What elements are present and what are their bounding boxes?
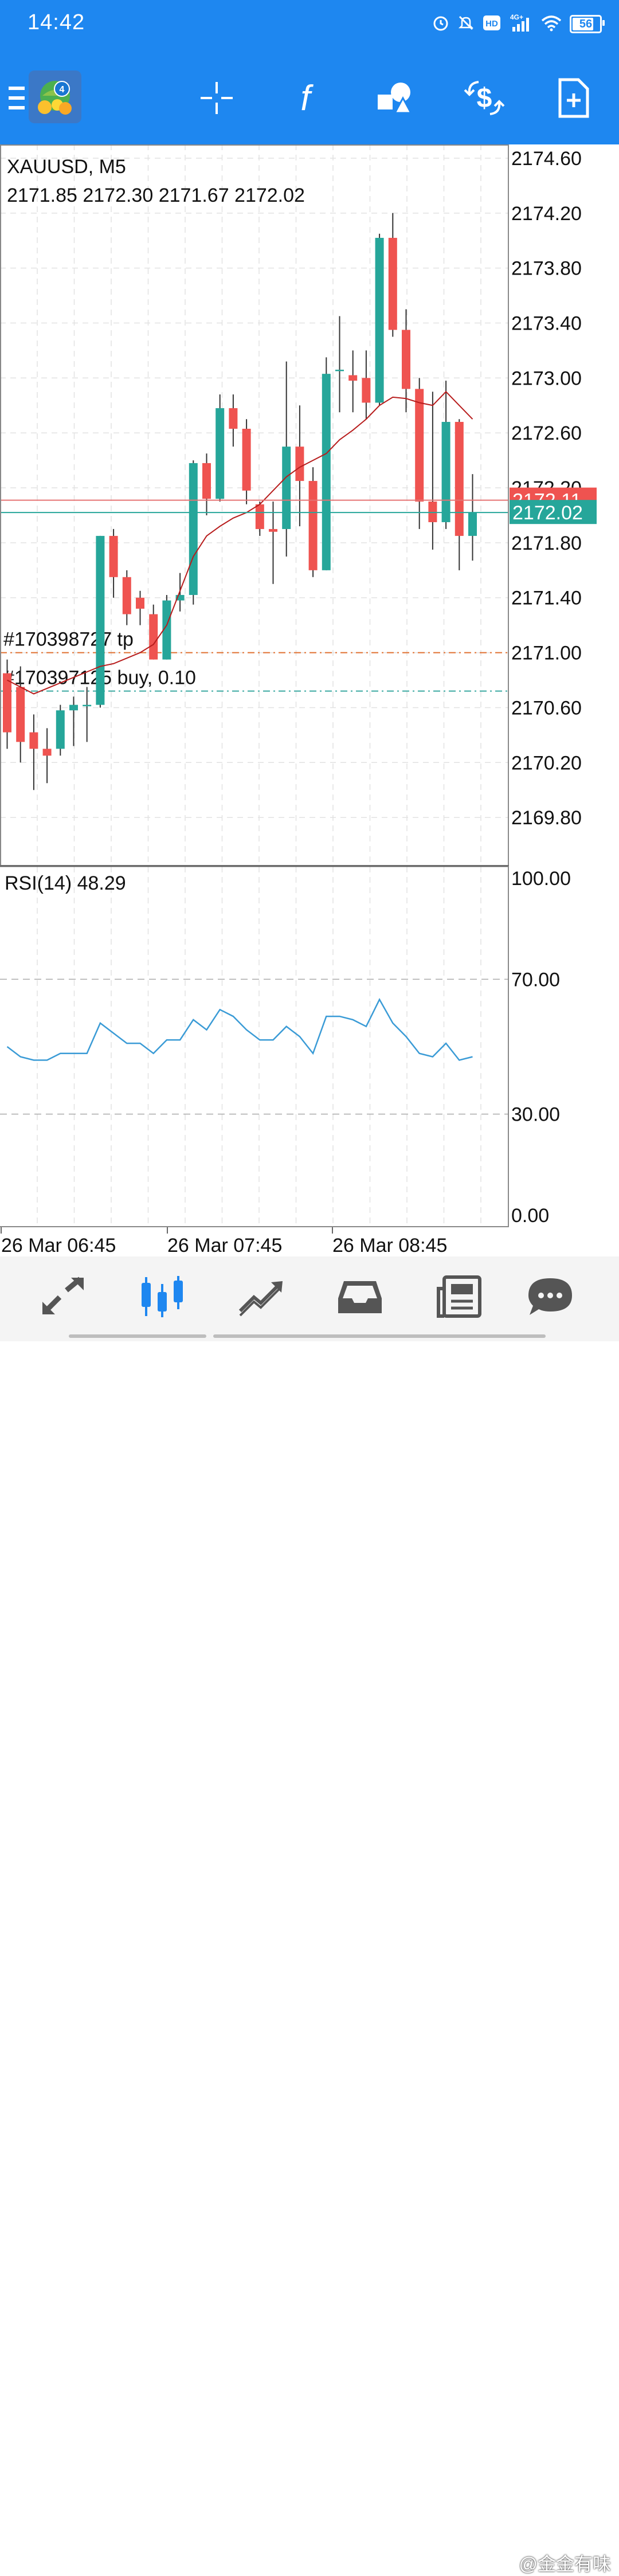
candle-body (308, 481, 318, 570)
news-icon[interactable] (428, 1268, 491, 1325)
candle-body (402, 330, 410, 389)
candle-body (109, 535, 118, 577)
x-tick-label: 26 Mar 08:45 (332, 1235, 447, 1256)
candle-body (162, 600, 171, 660)
battery-icon: 56 (570, 15, 605, 33)
candle-body (149, 614, 158, 660)
svg-text:4: 4 (60, 85, 65, 95)
svg-text:$: $ (477, 83, 492, 113)
y-tick-label: 2171.80 (511, 533, 582, 554)
home-indicator-bar (213, 1334, 546, 1338)
y-tick-label: 2171.40 (511, 588, 582, 609)
battery-level: 56 (579, 17, 593, 30)
charts-icon[interactable] (131, 1268, 194, 1325)
order-label: #170398727 tp (3, 629, 134, 651)
rsi-level-label: 70.00 (511, 969, 560, 991)
status-bar: 14:42 HD 4G+ 56 (0, 0, 619, 49)
candle-body (295, 447, 304, 481)
svg-text:4G+: 4G+ (510, 13, 523, 21)
history-icon[interactable] (328, 1268, 391, 1325)
svg-text:f: f (300, 79, 314, 118)
y-tick-label: 2169.80 (511, 807, 582, 829)
crosshair-icon[interactable] (191, 72, 242, 124)
candle-body (348, 375, 358, 381)
candle-body (441, 422, 450, 522)
candle-body (136, 597, 144, 609)
candle-body (122, 577, 131, 614)
candle-body (202, 463, 211, 499)
rsi-line (6, 998, 473, 1061)
candle-body (468, 512, 477, 536)
bid-price-label: 2172.02 (512, 502, 583, 524)
svg-text:HD: HD (485, 19, 498, 29)
candle-body (375, 237, 384, 403)
menu-icon[interactable] (0, 72, 34, 124)
rsi-label: RSI(14) 48.29 (5, 872, 126, 894)
app-logo[interactable]: 4 (28, 69, 83, 124)
status-icons: HD 4G+ 56 (432, 13, 605, 36)
y-tick-label: 2170.60 (511, 697, 582, 719)
rsi-level-label: 100.00 (511, 868, 571, 890)
rsi-level-label: 0.00 (511, 1205, 549, 1227)
chat-icon[interactable] (519, 1268, 582, 1325)
chart-symbol: XAUUSD, M5 (7, 156, 126, 178)
candle-body (255, 504, 264, 529)
home-indicator (69, 1334, 206, 1338)
candle-body (83, 704, 92, 707)
candle-body (269, 528, 277, 532)
alarm-icon (432, 14, 449, 34)
price-chart[interactable]: #170398727 tp#170397125 buy, 0.10 2174.6… (0, 144, 619, 1256)
candle-body (455, 422, 464, 536)
candle-body (415, 389, 424, 502)
chart-toolbar: 4 f $ (0, 49, 619, 144)
signal-4g-icon: 4G+ (509, 13, 533, 36)
trade-icon[interactable] (229, 1268, 292, 1325)
bottom-navigation: @金金有味 (0, 1256, 619, 2574)
y-tick-label: 2170.20 (511, 752, 582, 774)
y-tick-label: 2174.60 (511, 148, 582, 170)
trade-icon[interactable]: $ (459, 72, 510, 124)
candle-body (229, 408, 238, 429)
candle-body (362, 378, 371, 403)
candle-body (282, 447, 291, 529)
chart-ohlc: 2171.85 2172.30 2171.67 2172.02 (7, 185, 305, 206)
candle-body (69, 704, 78, 711)
y-tick-label: 2173.40 (511, 313, 582, 335)
candle-body (56, 710, 65, 749)
y-tick-label: 2171.00 (511, 643, 582, 664)
candle-body (16, 687, 25, 742)
candle-body (242, 429, 251, 491)
chart-area[interactable]: #170398727 tp #170397125 buy, 0.10 2174.6… (0, 144, 619, 1256)
y-tick-label: 2172.60 (511, 422, 582, 444)
y-tick-label: 2173.00 (511, 367, 582, 389)
candle-body (42, 749, 52, 756)
mute-icon (457, 14, 475, 34)
moving-average-line (7, 390, 473, 695)
quotes-icon[interactable] (32, 1268, 95, 1325)
candle-body (388, 237, 397, 330)
wifi-icon (541, 14, 562, 34)
watermark: @金金有味 (519, 2554, 612, 2574)
status-time: 14:42 (28, 10, 85, 34)
y-tick-label: 2173.80 (511, 258, 582, 280)
objects-icon[interactable] (370, 72, 421, 124)
rsi-level-label: 30.00 (511, 1104, 560, 1126)
candle-body (189, 463, 198, 595)
x-tick-label: 26 Mar 06:45 (1, 1235, 116, 1256)
new-order-icon[interactable] (548, 72, 600, 124)
y-tick-label: 2174.20 (511, 203, 582, 225)
candle-body (96, 535, 105, 705)
candle-body (175, 594, 185, 601)
candle-body (3, 673, 11, 733)
candle-body (428, 502, 437, 522)
candle-body (216, 408, 225, 499)
x-tick-label: 26 Mar 07:45 (167, 1235, 282, 1256)
candle-body (322, 374, 331, 570)
hd-icon: HD (483, 15, 501, 34)
candle-body (335, 369, 344, 371)
candle-body (29, 732, 38, 749)
bid-price-tag (510, 500, 597, 524)
function-icon[interactable]: f (280, 72, 331, 124)
